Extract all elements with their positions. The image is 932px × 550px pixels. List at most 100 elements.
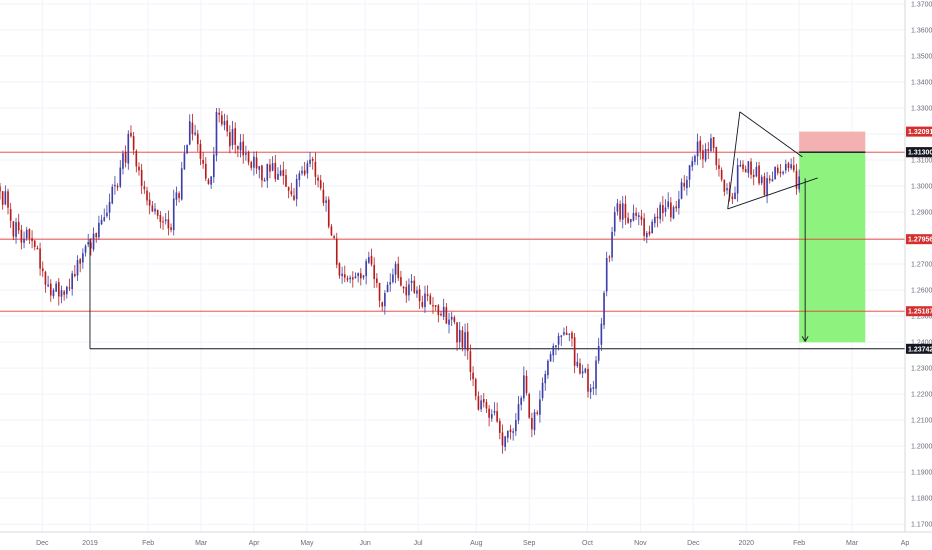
level-tag-237-bg bbox=[906, 343, 932, 354]
x-tick-label: Jun bbox=[360, 540, 371, 547]
time-axis[interactable]: Dec 2019 Feb Mar Apr May Jun Jul Aug Sep Oct Nov Dec… bbox=[36, 540, 909, 547]
wedge-left-edge bbox=[727, 111, 741, 209]
candle-body bbox=[456, 322, 458, 343]
candle-body bbox=[726, 188, 728, 191]
candle-body bbox=[269, 164, 271, 172]
candle-body bbox=[212, 154, 215, 178]
candle-body bbox=[229, 132, 231, 147]
candle-body bbox=[600, 323, 603, 345]
candle-body bbox=[790, 164, 792, 169]
candle-body bbox=[784, 164, 787, 171]
candle-body bbox=[424, 293, 426, 308]
candle-body bbox=[186, 144, 188, 154]
horizontal-levels bbox=[0, 151, 905, 350]
candle-body bbox=[365, 261, 367, 276]
candle-body bbox=[442, 306, 445, 317]
candle-body bbox=[31, 238, 33, 242]
candle-body bbox=[191, 122, 194, 135]
candle-body bbox=[752, 174, 755, 177]
candle-body bbox=[678, 199, 680, 209]
candle-body bbox=[245, 153, 247, 155]
y-tick-label: 1.30000 bbox=[911, 184, 932, 191]
candle-body bbox=[87, 242, 90, 245]
x-tick-label: Aug bbox=[470, 540, 483, 547]
candle-body bbox=[317, 177, 319, 181]
candle-body bbox=[106, 212, 108, 217]
candle-body bbox=[1, 191, 4, 205]
y-tick-label: 1.35000 bbox=[911, 53, 932, 60]
candle-body bbox=[65, 286, 68, 295]
candle-body bbox=[333, 236, 335, 238]
candle-body bbox=[458, 329, 461, 343]
candle-body bbox=[253, 156, 255, 168]
candle-body bbox=[167, 219, 170, 229]
y-tick-label: 1.27000 bbox=[911, 262, 932, 269]
candle-body bbox=[384, 292, 386, 307]
candle-body bbox=[279, 170, 282, 176]
candle-body bbox=[138, 166, 140, 171]
candle-body bbox=[400, 277, 402, 286]
price-axis[interactable]: 1.37000 1.36000 1.35000 1.34000 1.33000 1.320… bbox=[911, 1, 932, 528]
level-tag-279-bg bbox=[906, 234, 932, 245]
candle-body bbox=[277, 173, 279, 180]
candle-body bbox=[170, 227, 172, 230]
candle-body bbox=[151, 205, 154, 212]
candle-body bbox=[95, 233, 98, 238]
candle-body bbox=[306, 163, 309, 174]
candle-body bbox=[359, 273, 362, 279]
candle-body bbox=[202, 160, 204, 164]
candle-body bbox=[20, 229, 23, 243]
candle-body bbox=[60, 290, 63, 297]
candle-body bbox=[549, 354, 552, 362]
y-tick-label: 1.24000 bbox=[911, 340, 932, 347]
candle-body bbox=[448, 319, 450, 325]
candle-body bbox=[178, 193, 180, 199]
candle-body bbox=[603, 292, 605, 326]
candle-body bbox=[539, 399, 541, 415]
candle-body bbox=[595, 360, 597, 389]
candle-body bbox=[555, 345, 557, 348]
candle-body bbox=[237, 145, 239, 150]
candle-body bbox=[480, 400, 482, 410]
x-tick-label: Dec bbox=[36, 540, 49, 547]
candle-body bbox=[357, 273, 359, 277]
level-tag-279-label: 1.27956 bbox=[908, 237, 932, 244]
candle-body bbox=[285, 175, 287, 187]
candle-body bbox=[23, 238, 25, 243]
x-tick-label: Dec bbox=[687, 540, 700, 547]
candle-body bbox=[39, 248, 41, 269]
y-tick-label: 1.29000 bbox=[911, 210, 932, 217]
y-tick-label: 1.23000 bbox=[911, 366, 932, 373]
candle-body bbox=[472, 372, 474, 380]
candle-body bbox=[742, 164, 744, 170]
candle-body bbox=[204, 163, 207, 179]
candle-body bbox=[74, 274, 76, 276]
candle-body bbox=[616, 203, 619, 212]
candle-body bbox=[127, 133, 130, 164]
candle-body bbox=[525, 375, 528, 393]
candle-body bbox=[691, 161, 694, 167]
y-tick-label: 1.36000 bbox=[911, 27, 932, 34]
candle-body bbox=[718, 165, 720, 169]
candle-body bbox=[547, 360, 549, 376]
candle-body bbox=[114, 184, 116, 187]
candle-body bbox=[517, 404, 520, 421]
candle-body bbox=[325, 200, 327, 203]
candle-body bbox=[466, 331, 469, 351]
candle-body bbox=[295, 178, 298, 200]
stop-tag-bg bbox=[906, 126, 932, 137]
candle-body bbox=[261, 165, 263, 181]
candle-body bbox=[592, 387, 595, 389]
candle-body bbox=[389, 282, 392, 285]
candle-body bbox=[12, 221, 15, 237]
candle-body bbox=[696, 141, 699, 157]
candle-body bbox=[750, 161, 752, 175]
candle-body bbox=[672, 207, 675, 219]
candle-body bbox=[552, 345, 555, 356]
candle-body bbox=[704, 148, 707, 161]
candle-body bbox=[44, 271, 47, 285]
candle-body bbox=[346, 278, 349, 280]
candle-body bbox=[520, 397, 523, 405]
candle-body bbox=[739, 164, 742, 167]
